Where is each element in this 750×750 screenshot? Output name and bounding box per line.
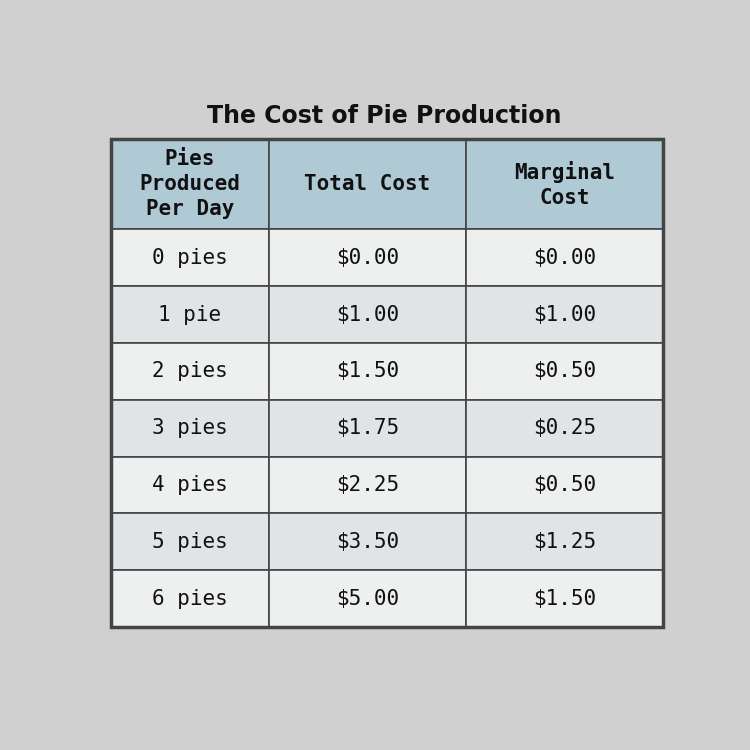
Text: $1.50: $1.50	[336, 362, 399, 382]
Text: 0 pies: 0 pies	[152, 248, 228, 268]
Bar	[268, 139, 466, 230]
Text: $0.50: $0.50	[533, 475, 596, 495]
Bar	[466, 457, 663, 514]
Text: 4 pies: 4 pies	[152, 475, 228, 495]
Bar	[466, 400, 663, 457]
Text: $0.00: $0.00	[533, 248, 596, 268]
Text: $1.00: $1.00	[336, 304, 399, 325]
Bar	[268, 343, 466, 400]
Text: $0.00: $0.00	[336, 248, 399, 268]
Text: Total Cost: Total Cost	[304, 174, 430, 194]
Bar	[111, 343, 268, 400]
Bar	[111, 570, 268, 627]
Text: $5.00: $5.00	[336, 589, 399, 609]
Text: 6 pies: 6 pies	[152, 589, 228, 609]
Bar	[111, 457, 268, 514]
Text: $3.50: $3.50	[336, 532, 399, 552]
Bar	[466, 286, 663, 343]
Bar	[466, 343, 663, 400]
Text: 1 pie: 1 pie	[158, 304, 221, 325]
Text: 5 pies: 5 pies	[152, 532, 228, 552]
Bar	[268, 457, 466, 514]
Bar	[466, 139, 663, 230]
Text: $1.75: $1.75	[336, 419, 399, 438]
Text: Marginal
Cost: Marginal Cost	[514, 160, 615, 208]
Text: $1.00: $1.00	[533, 304, 596, 325]
Bar	[111, 230, 268, 286]
Bar	[268, 570, 466, 627]
Bar	[466, 514, 663, 570]
Bar	[111, 514, 268, 570]
Bar	[268, 400, 466, 457]
Bar	[111, 286, 268, 343]
Text: The Cost of Pie Production: The Cost of Pie Production	[207, 104, 562, 128]
Text: 3 pies: 3 pies	[152, 419, 228, 438]
Bar	[466, 570, 663, 627]
Text: $0.25: $0.25	[533, 419, 596, 438]
Bar	[111, 400, 268, 457]
Bar	[466, 230, 663, 286]
Bar	[268, 230, 466, 286]
Bar	[111, 139, 268, 230]
Text: $1.50: $1.50	[533, 589, 596, 609]
Text: $1.25: $1.25	[533, 532, 596, 552]
Text: 2 pies: 2 pies	[152, 362, 228, 382]
Text: $0.50: $0.50	[533, 362, 596, 382]
Text: Pies
Produced
Per Day: Pies Produced Per Day	[140, 149, 240, 219]
Bar	[268, 286, 466, 343]
Text: $2.25: $2.25	[336, 475, 399, 495]
Bar	[268, 514, 466, 570]
Bar	[111, 139, 663, 627]
